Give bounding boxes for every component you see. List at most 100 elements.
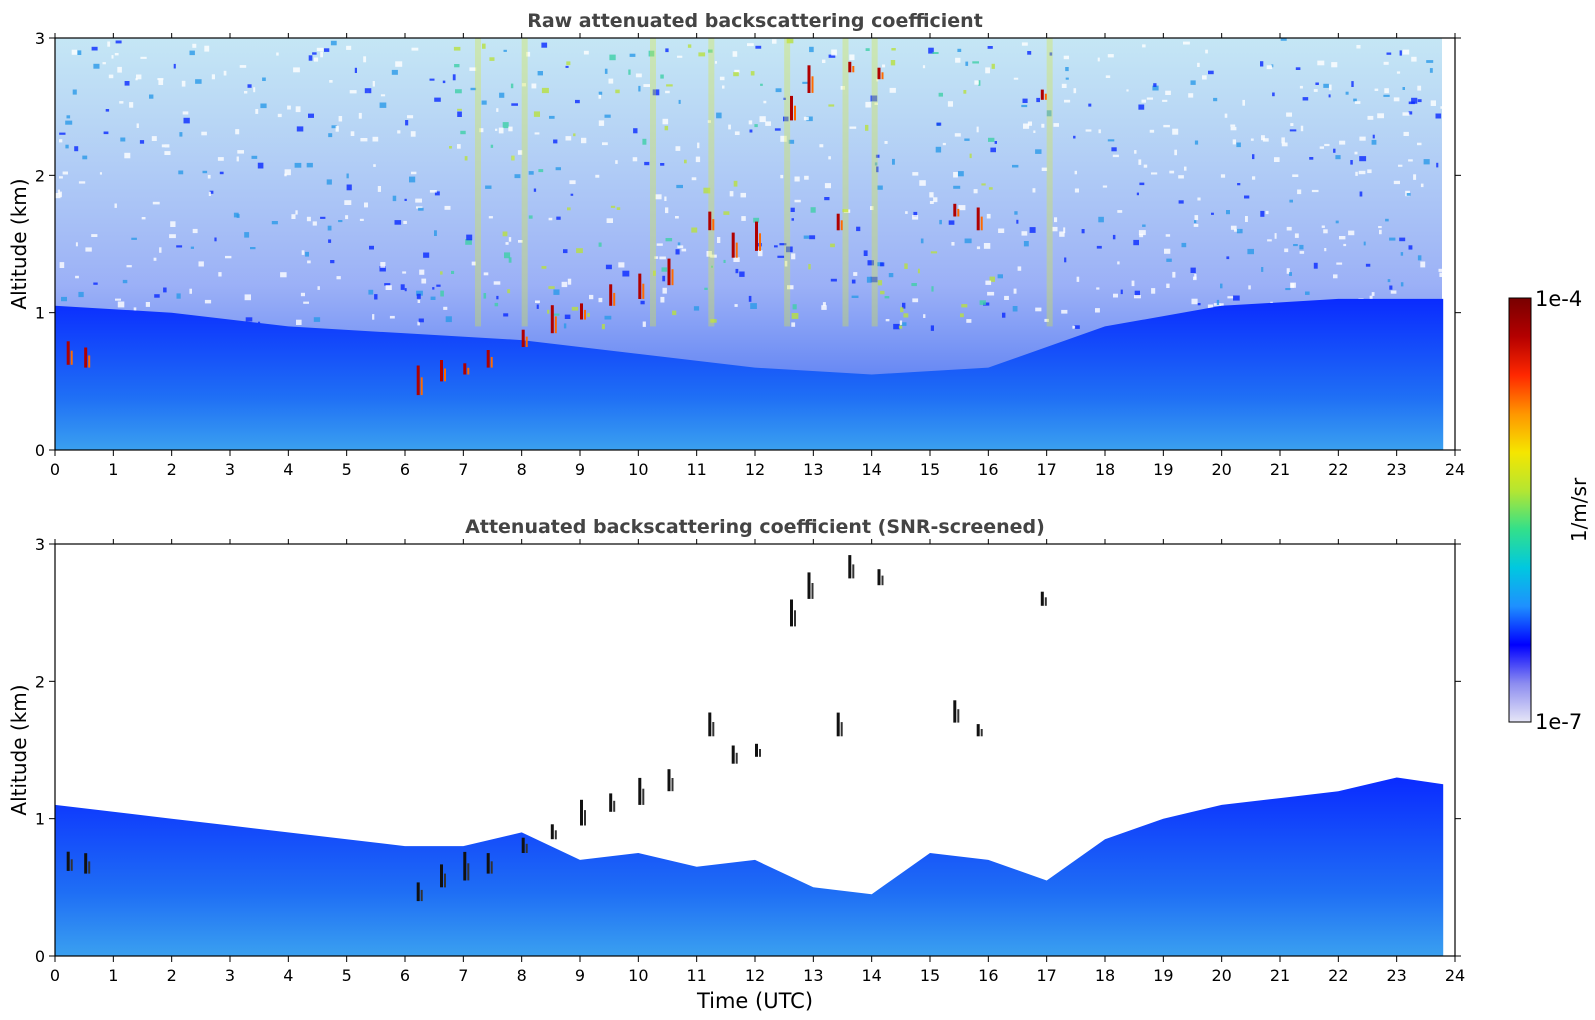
cloud-mark bbox=[980, 729, 983, 737]
noise-pixel bbox=[1049, 52, 1053, 56]
noise-pixel bbox=[616, 207, 621, 210]
noise-pixel bbox=[1438, 268, 1445, 272]
noise-pixel bbox=[455, 89, 462, 94]
noise-pixel bbox=[748, 295, 752, 302]
noise-pixel bbox=[1313, 89, 1318, 92]
noise-pixel bbox=[502, 231, 508, 237]
noise-pixel bbox=[953, 185, 961, 189]
noise-pixel bbox=[589, 294, 594, 300]
noise-pixel bbox=[360, 138, 368, 142]
noise-pixel bbox=[77, 50, 82, 55]
x-tick-label: 9 bbox=[575, 460, 585, 479]
noise-pixel bbox=[1315, 82, 1319, 85]
noise-pixel bbox=[969, 153, 972, 159]
noise-pixel bbox=[794, 199, 801, 203]
noise-pixel bbox=[1190, 80, 1196, 85]
noise-pixel bbox=[1267, 239, 1272, 242]
noise-pixel bbox=[391, 69, 398, 75]
noise-pixel bbox=[1411, 56, 1417, 62]
noise-pixel bbox=[126, 265, 132, 268]
y-axis: 0 1 2 3 bbox=[35, 535, 1461, 966]
noise-pixel bbox=[1319, 146, 1324, 149]
no-data-strip bbox=[1443, 38, 1455, 450]
cloud-mark bbox=[463, 851, 467, 881]
x-tick-label: 1 bbox=[108, 460, 118, 479]
noise-streak bbox=[475, 38, 481, 327]
noise-pixel bbox=[1142, 44, 1146, 48]
noise-pixel bbox=[91, 46, 98, 51]
cloud-features bbox=[66, 544, 1455, 956]
noise-pixel bbox=[140, 56, 147, 59]
noise-pixel bbox=[791, 322, 796, 327]
noise-pixel bbox=[1383, 61, 1389, 65]
noise-pixel bbox=[1236, 142, 1241, 148]
noise-pixel bbox=[973, 189, 978, 194]
noise-pixel bbox=[739, 271, 745, 277]
x-tick-label: 19 bbox=[1153, 966, 1173, 985]
noise-pixel bbox=[1351, 81, 1354, 87]
noise-pixel bbox=[985, 280, 992, 285]
noise-pixel bbox=[421, 278, 427, 284]
noise-pixel bbox=[1102, 185, 1108, 188]
noise-pixel bbox=[330, 260, 335, 264]
noise-pixel bbox=[842, 209, 849, 213]
noise-pixel bbox=[331, 125, 337, 129]
noise-pixel bbox=[555, 167, 561, 171]
noise-pixel bbox=[732, 51, 738, 57]
noise-pixel bbox=[1371, 139, 1377, 145]
noise-pixel bbox=[1112, 234, 1116, 240]
noise-pixel bbox=[615, 89, 620, 94]
x-tick-label: 6 bbox=[400, 966, 410, 985]
x-tick-label: 18 bbox=[1095, 460, 1115, 479]
noise-pixel bbox=[1041, 123, 1045, 128]
noise-pixel bbox=[358, 112, 362, 119]
noise-pixel bbox=[1290, 283, 1295, 288]
noise-pixel bbox=[247, 84, 252, 88]
noise-pixel bbox=[411, 171, 417, 175]
noise-pixel bbox=[320, 216, 326, 219]
cloud-mark bbox=[667, 258, 671, 286]
cloud-mark bbox=[440, 864, 443, 888]
noise-pixel bbox=[301, 250, 305, 255]
noise-pixel bbox=[1107, 54, 1114, 58]
noise-pixel bbox=[874, 102, 878, 105]
noise-pixel bbox=[571, 306, 579, 311]
noise-streak bbox=[842, 38, 849, 327]
noise-pixel bbox=[714, 61, 717, 64]
noise-pixel bbox=[1053, 123, 1059, 127]
x-tick-label: 5 bbox=[342, 460, 352, 479]
noise-pixel bbox=[327, 225, 332, 231]
noise-pixel bbox=[346, 45, 352, 50]
noise-pixel bbox=[1236, 228, 1243, 234]
noise-pixel bbox=[1172, 271, 1176, 278]
noise-pixel bbox=[59, 262, 65, 268]
noise-pixel bbox=[1227, 296, 1234, 299]
noise-pixel bbox=[464, 156, 468, 161]
noise-pixel bbox=[303, 301, 309, 304]
noise-pixel bbox=[416, 290, 423, 296]
noise-pixel bbox=[965, 61, 969, 66]
noise-pixel bbox=[583, 50, 589, 55]
noise-pixel bbox=[1197, 62, 1200, 67]
noise-pixel bbox=[1098, 129, 1101, 134]
noise-pixel bbox=[988, 137, 995, 142]
noise-pixel bbox=[364, 88, 372, 94]
x-tick-label: 17 bbox=[1036, 966, 1056, 985]
noise-pixel bbox=[1408, 111, 1413, 115]
noise-pixel bbox=[1389, 237, 1396, 241]
noise-pixel bbox=[598, 91, 603, 95]
noise-pixel bbox=[882, 64, 886, 68]
noise-pixel bbox=[851, 279, 856, 284]
noise-pixel bbox=[1393, 180, 1400, 185]
noise-pixel bbox=[280, 272, 287, 278]
noise-pixel bbox=[1286, 268, 1290, 274]
noise-pixel bbox=[250, 247, 256, 250]
noise-pixel bbox=[677, 242, 681, 248]
cloud-mark bbox=[976, 207, 980, 231]
noise-pixel bbox=[821, 305, 827, 310]
noise-pixel bbox=[675, 249, 680, 255]
noise-pixel bbox=[687, 44, 692, 48]
x-tick-label: 3 bbox=[225, 966, 235, 985]
noise-pixel bbox=[338, 116, 343, 122]
noise-pixel bbox=[1262, 138, 1269, 142]
